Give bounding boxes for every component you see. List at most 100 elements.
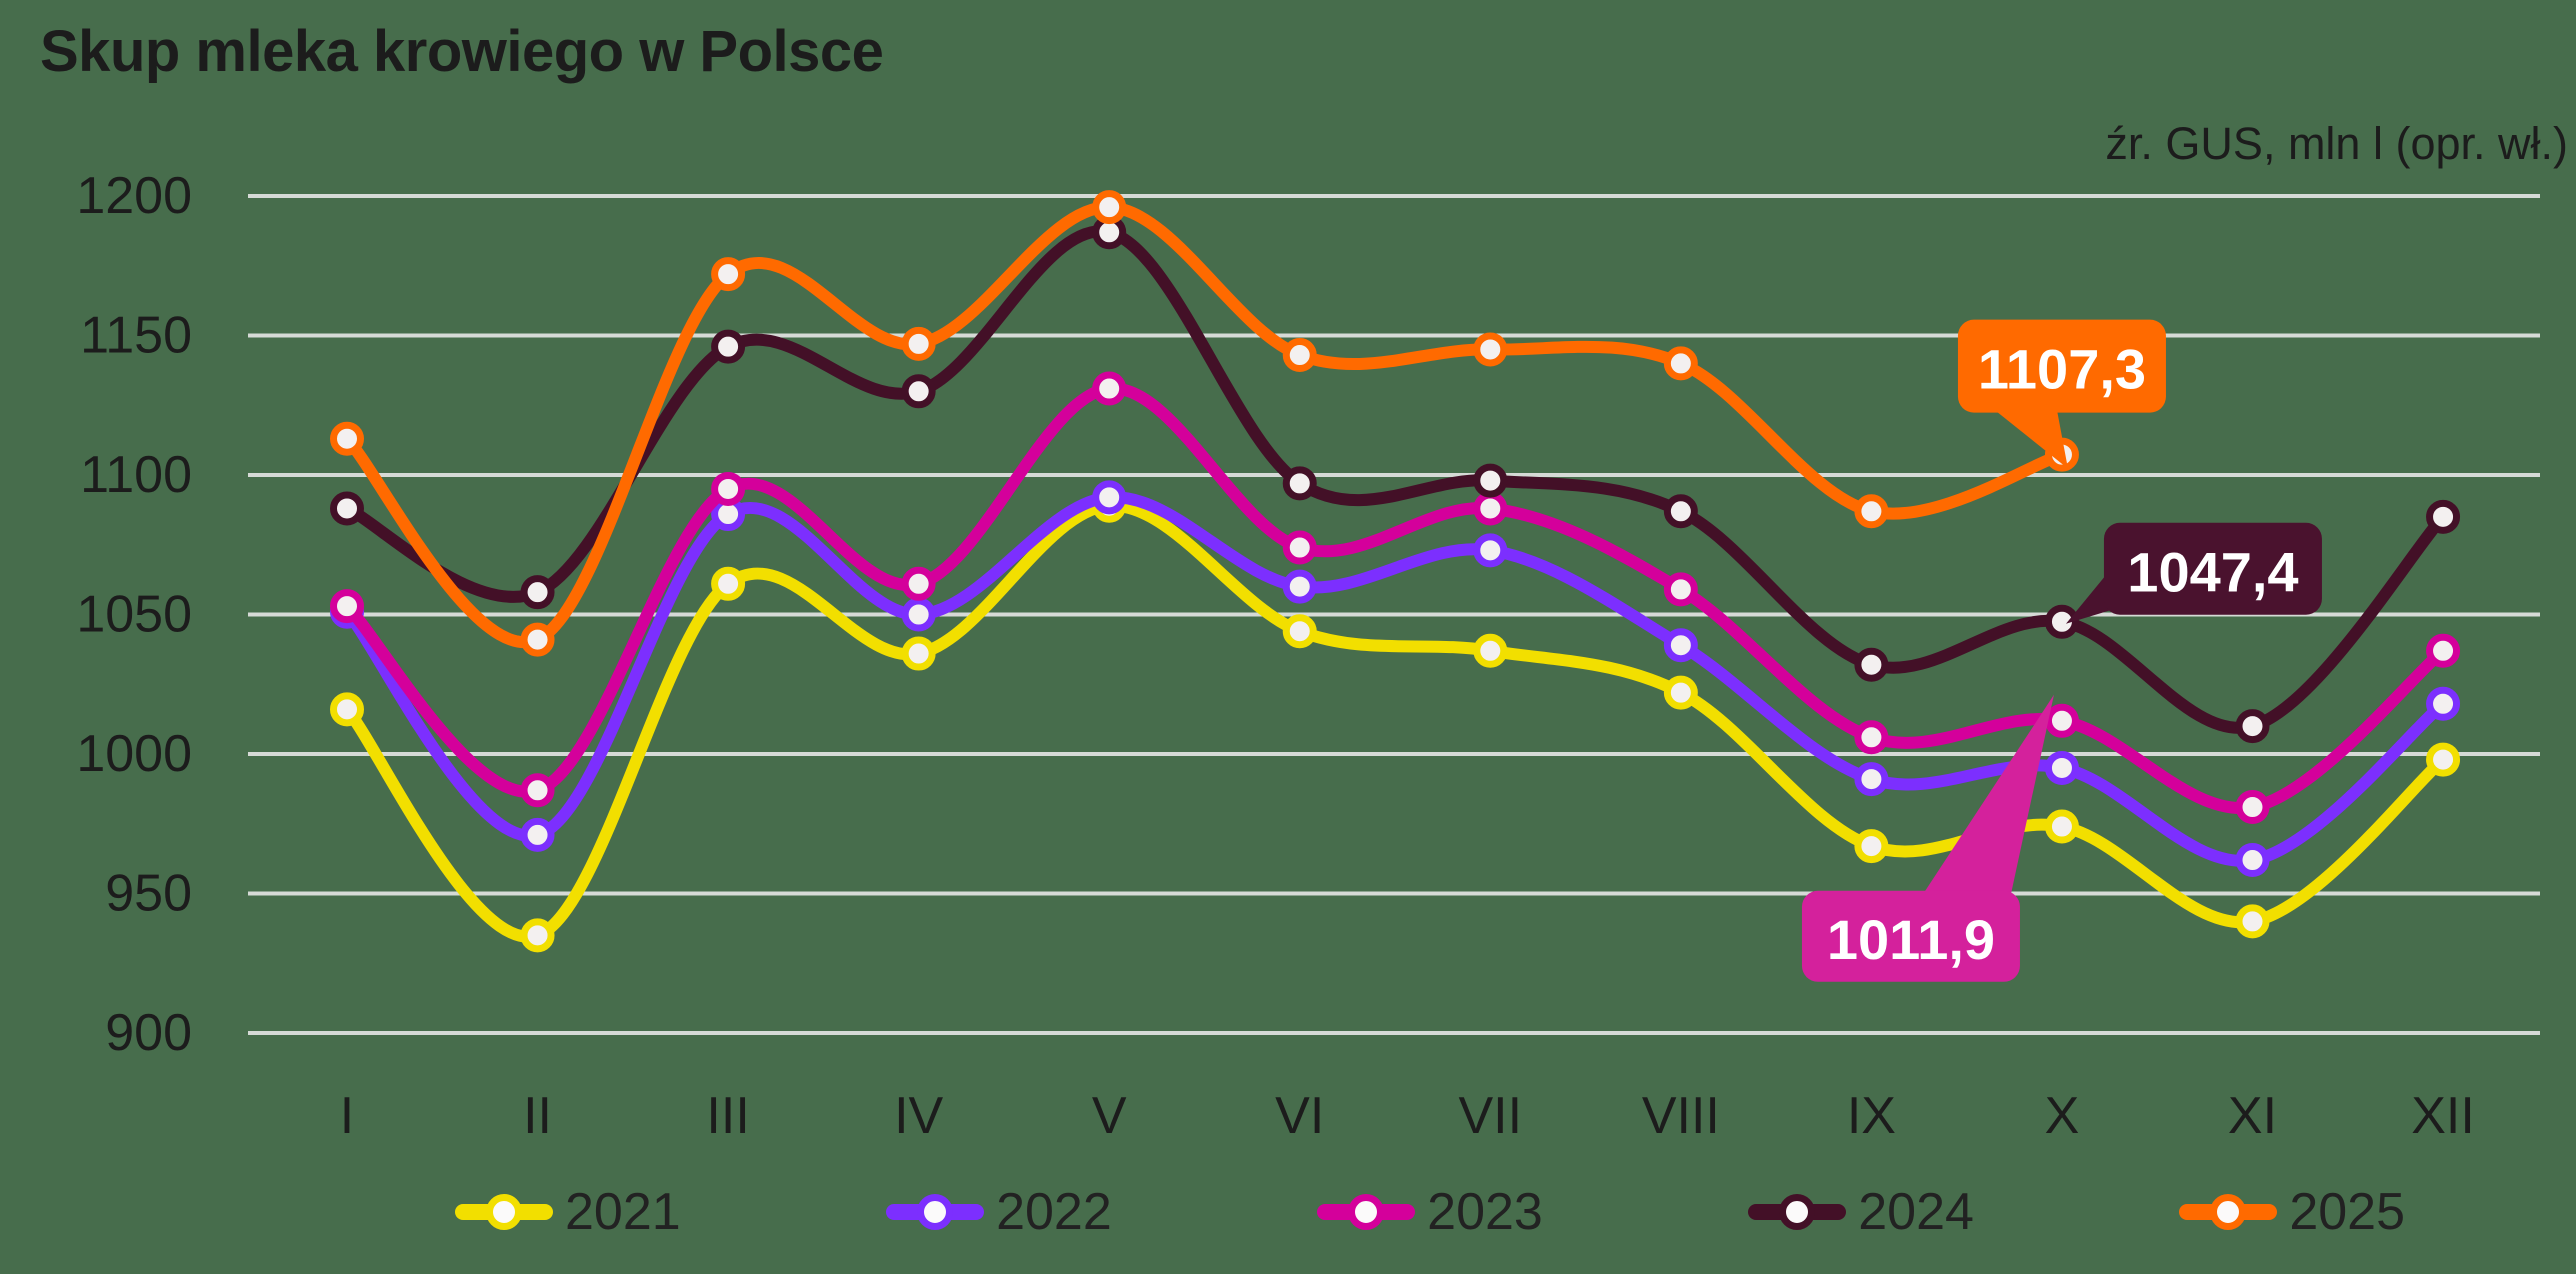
legend-item-2023: 2023 bbox=[1317, 1172, 1543, 1252]
marker-2023-XI bbox=[2235, 790, 2270, 825]
marker-2022-VI bbox=[1282, 569, 1317, 604]
callout-label-2024: 1047,4 bbox=[2127, 540, 2298, 603]
series-2021 bbox=[341, 499, 2450, 943]
marker-2024-III bbox=[711, 329, 746, 364]
marker-2022-XI bbox=[2235, 843, 2270, 878]
marker-2021-XII bbox=[2426, 742, 2461, 777]
y-axis-label-1100: 1100 bbox=[80, 446, 192, 504]
marker-2025-IX bbox=[1854, 494, 1889, 529]
callout-label-2023: 1011,9 bbox=[1827, 908, 1995, 971]
marker-2021-IV bbox=[901, 636, 936, 671]
x-axis-label-I: I bbox=[340, 1087, 354, 1145]
marker-2022-II bbox=[520, 817, 555, 852]
marker-2021-X bbox=[2044, 809, 2079, 844]
marker-2022-VII bbox=[1473, 533, 1508, 568]
legend: 2021 2022 2023 2024 2025 bbox=[455, 1172, 2405, 1252]
marker-2022-X bbox=[2044, 750, 2079, 785]
y-axis-label-1050: 1050 bbox=[76, 586, 192, 644]
marker-2023-IV bbox=[901, 566, 936, 601]
legend-swatch-2023 bbox=[1317, 1194, 1416, 1230]
series-line-2023 bbox=[341, 382, 2450, 815]
marker-2024-VI bbox=[1282, 466, 1317, 501]
y-axis-label-950: 950 bbox=[105, 865, 192, 923]
series-2023 bbox=[341, 382, 2450, 815]
marker-2025-III bbox=[711, 257, 746, 292]
marker-2021-II bbox=[520, 918, 555, 953]
x-axis-label-XII: XII bbox=[2411, 1087, 2475, 1145]
marker-2023-II bbox=[520, 773, 555, 808]
marker-2023-X bbox=[2044, 703, 2079, 738]
marker-2023-VIII bbox=[1663, 572, 1698, 607]
x-axis-label-V: V bbox=[1092, 1087, 1127, 1145]
x-axis-label-X: X bbox=[2045, 1087, 2080, 1145]
x-axis-label-VI: VI bbox=[1275, 1087, 1324, 1145]
callout-tail-2025 bbox=[1987, 404, 2068, 469]
marker-2022-IX bbox=[1854, 762, 1889, 797]
chart-title: Skup mleka krowiego w Polsce bbox=[40, 19, 884, 84]
legend-item-2025: 2025 bbox=[2179, 1172, 2405, 1252]
x-axis-label-III: III bbox=[706, 1087, 749, 1145]
series-line-2022 bbox=[341, 491, 2450, 867]
marker-2024-I bbox=[330, 491, 364, 526]
marker-2023-VII bbox=[1473, 491, 1508, 526]
legend-label-2022: 2022 bbox=[996, 1183, 1112, 1241]
marker-2023-V bbox=[1092, 371, 1127, 406]
callout-box-2025 bbox=[1957, 319, 2166, 413]
marker-2025-VI bbox=[1282, 338, 1317, 373]
callout-tail-2024 bbox=[2065, 567, 2112, 624]
marker-2021-XI bbox=[2235, 904, 2270, 939]
marker-2025-II bbox=[520, 622, 555, 657]
marker-2024-IX bbox=[1854, 647, 1889, 682]
y-axis-label-1150: 1150 bbox=[80, 307, 192, 365]
marker-2021-IX bbox=[1854, 829, 1889, 864]
marker-2025-VIII bbox=[1663, 346, 1698, 381]
source-note: źr. GUS, mln l (opr. wł.) bbox=[2105, 118, 2568, 169]
marker-2022-XII bbox=[2426, 686, 2461, 721]
series-line-2021 bbox=[341, 499, 2450, 943]
legend-label-2021: 2021 bbox=[565, 1183, 681, 1241]
legend-swatch-2025 bbox=[2179, 1194, 2278, 1230]
callout-box-2023 bbox=[1801, 890, 2020, 982]
x-axis-label-VII: VII bbox=[1459, 1087, 1523, 1145]
x-axis-label-IX: IX bbox=[1847, 1087, 1896, 1145]
callout-2023: 1011,9 bbox=[1801, 694, 2054, 982]
marker-2023-III bbox=[711, 471, 746, 506]
legend-swatch-2021 bbox=[455, 1194, 553, 1230]
series-line-2024 bbox=[341, 225, 2450, 734]
marker-2024-XII bbox=[2426, 499, 2461, 534]
marker-2024-X bbox=[2044, 604, 2079, 639]
legend-label-2024: 2024 bbox=[1858, 1183, 1974, 1241]
marker-2024-XI bbox=[2235, 709, 2270, 744]
x-axis-label-IV: IV bbox=[894, 1087, 943, 1145]
marker-2021-I bbox=[330, 692, 364, 727]
y-axis-label-1200: 1200 bbox=[76, 167, 192, 225]
callout-box-2024 bbox=[2103, 522, 2322, 615]
marker-2021-VI bbox=[1282, 614, 1317, 649]
marker-2023-IX bbox=[1854, 720, 1889, 755]
callout-tail-2023 bbox=[1919, 694, 2054, 899]
y-axis-label-900: 900 bbox=[105, 1004, 192, 1062]
x-axis-label-VIII: VIII bbox=[1642, 1087, 1720, 1145]
callout-2024: 1047,4 bbox=[2065, 522, 2322, 624]
marker-2024-VII bbox=[1473, 463, 1508, 498]
marker-2025-I bbox=[330, 421, 364, 456]
x-axis-label-II: II bbox=[523, 1087, 552, 1145]
marker-2021-VIII bbox=[1663, 675, 1698, 710]
legend-label-2023: 2023 bbox=[1427, 1183, 1543, 1241]
series-2025 bbox=[341, 201, 2068, 649]
series-2022 bbox=[341, 491, 2450, 867]
marker-2022-IV bbox=[901, 597, 936, 632]
marker-2025-V bbox=[1092, 190, 1127, 225]
marker-2021-VII bbox=[1473, 633, 1508, 668]
marker-2024-IV bbox=[901, 374, 936, 409]
legend-item-2022: 2022 bbox=[886, 1172, 1112, 1252]
marker-2023-I bbox=[330, 589, 364, 624]
callout-label-2025: 1107,3 bbox=[1978, 338, 2146, 401]
legend-swatch-2024 bbox=[1748, 1194, 1847, 1230]
legend-item-2021: 2021 bbox=[455, 1172, 681, 1252]
y-axis-label-1000: 1000 bbox=[76, 725, 192, 783]
marker-2022-V bbox=[1092, 480, 1127, 515]
marker-2023-XII bbox=[2426, 633, 2461, 668]
